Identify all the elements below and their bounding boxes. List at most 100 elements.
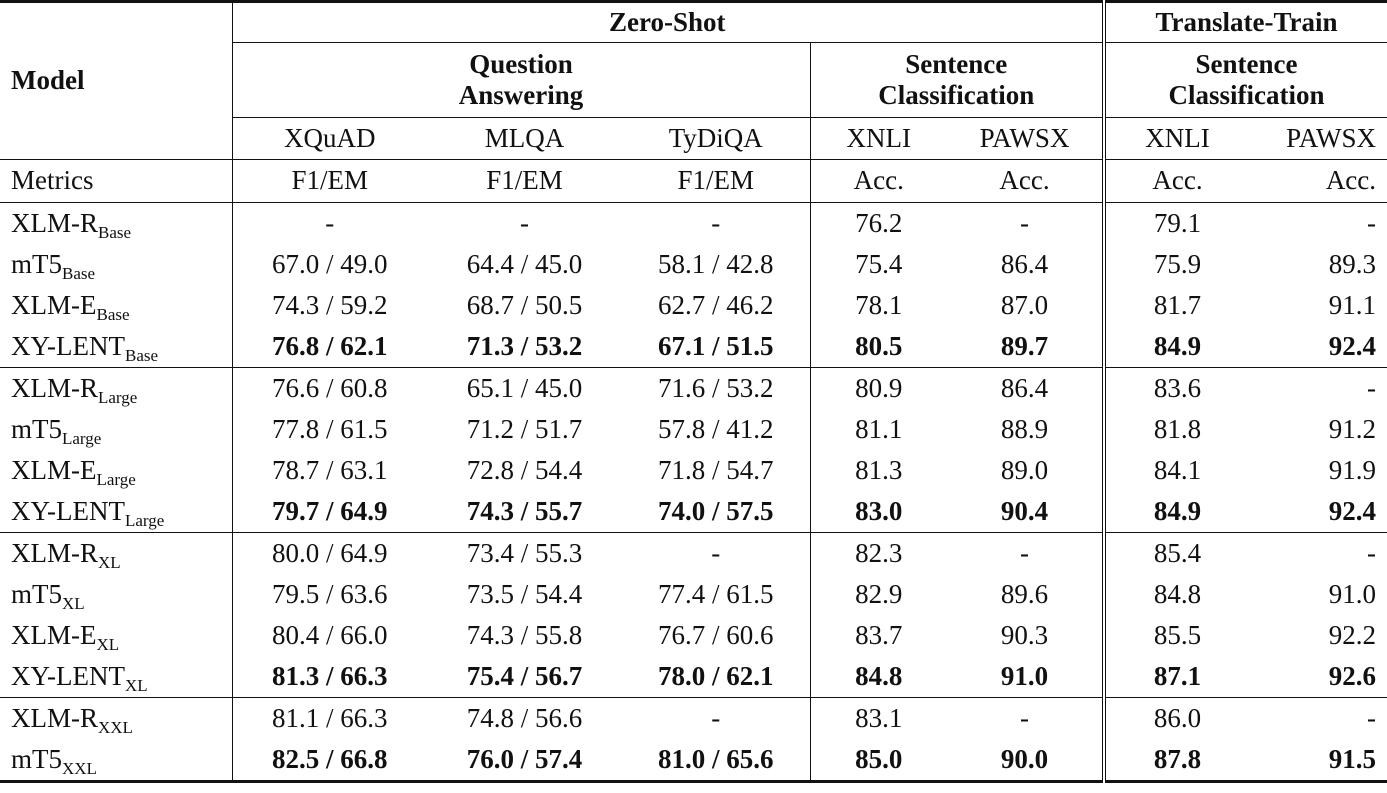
model-name: mT5Large bbox=[0, 409, 232, 450]
header-tt-sc-line2: Classification bbox=[1168, 80, 1325, 110]
cell-mlqa: 75.4 / 56.7 bbox=[466, 660, 583, 691]
model-size: Large bbox=[96, 469, 136, 489]
cell-tydiqa: 74.0 / 57.5 bbox=[657, 495, 774, 526]
cell-tydiqa: 81.0 / 65.6 bbox=[622, 739, 810, 783]
model-size: XL bbox=[62, 593, 85, 613]
cell-pawsx: - bbox=[947, 532, 1105, 574]
cell-pawsx: 90.4 bbox=[1000, 495, 1049, 526]
cell-tt-pawsx: - bbox=[1249, 202, 1387, 244]
model-name: XLM-RXL bbox=[0, 532, 232, 574]
cell-tt-pawsx: 92.6 bbox=[1328, 660, 1377, 691]
cell-tt-pawsx: 91.5 bbox=[1249, 739, 1387, 783]
model-base-name: mT5 bbox=[11, 578, 62, 609]
results-body: XLM-RBase - - -76.2-79.1- mT5Base 67.0 / 49.0… bbox=[0, 202, 1387, 783]
model-base-name: XLM-R bbox=[11, 702, 98, 733]
cell-tt-xnli: 81.7 bbox=[1102, 285, 1250, 326]
cell-xnli: 84.8 bbox=[809, 656, 947, 698]
cell-xquad: 76.8 / 62.1 bbox=[231, 326, 427, 368]
cell-pawsx: 91.0 bbox=[1000, 660, 1049, 691]
cell-pawsx: 89.0 bbox=[1000, 454, 1049, 485]
model-base-name: XLM-R bbox=[11, 372, 98, 403]
cell-tydiqa: 58.1 / 42.8 bbox=[657, 248, 774, 279]
cell-xquad: 81.3 / 66.3 bbox=[231, 656, 427, 698]
model-base-name: XY-LENT bbox=[11, 660, 125, 691]
table-row: XLM-RXXL 81.1 / 66.3 74.8 / 56.6-83.1-86.0… bbox=[0, 697, 1387, 739]
model-base-name: mT5 bbox=[11, 248, 62, 279]
cell-mlqa: 74.3 / 55.7 bbox=[466, 495, 583, 526]
cell-tt-pawsx: 89.3 bbox=[1328, 248, 1377, 279]
cell-tt-xnli: 87.1 bbox=[1102, 656, 1250, 698]
cell-xnli: 85.0 bbox=[809, 739, 947, 783]
header-qa-line2: Answering bbox=[458, 80, 584, 110]
cell-tt-xnli: 84.1 bbox=[1102, 450, 1250, 491]
cell-tydiqa: - bbox=[622, 202, 810, 244]
model-size: XXL bbox=[98, 717, 133, 737]
cell-tt-pawsx: 91.2 bbox=[1328, 413, 1377, 444]
model-name: mT5XXL bbox=[0, 739, 232, 783]
metric-tydiqa: F1/EM bbox=[622, 159, 810, 203]
header-sc-line2: Classification bbox=[878, 80, 1035, 110]
cell-pawsx: 90.3 bbox=[1000, 619, 1049, 650]
header-sc-line1: Sentence bbox=[905, 48, 1008, 79]
cell-xquad: 78.7 / 63.1 bbox=[231, 450, 427, 491]
table-row: XLM-EXL 80.4 / 66.0 74.3 / 55.8 76.7 / 60.6… bbox=[0, 615, 1387, 656]
metric-xnli: Acc. bbox=[809, 159, 947, 203]
cell-xquad: 76.6 / 60.8 bbox=[231, 367, 427, 409]
cell-xnli: 75.4 bbox=[809, 244, 947, 285]
cell-tydiqa: 76.7 / 60.6 bbox=[657, 619, 774, 650]
cell-xquad: 77.8 / 61.5 bbox=[231, 409, 427, 450]
cell-xnli: 83.7 bbox=[809, 615, 947, 656]
cell-xnli: 80.9 bbox=[809, 367, 947, 409]
model-size: Base bbox=[98, 222, 132, 242]
model-name: XLM-RBase bbox=[0, 202, 232, 244]
header-dataset-tt-pawsx: PAWSX bbox=[1286, 122, 1377, 153]
cell-pawsx: - bbox=[947, 202, 1105, 244]
model-name: XLM-EXL bbox=[0, 615, 232, 656]
model-name: XLM-ELarge bbox=[0, 450, 232, 491]
header-dataset-tydiqa: TyDiQA bbox=[668, 122, 763, 153]
cell-mlqa: 65.1 / 45.0 bbox=[427, 367, 622, 409]
table-row: XLM-EBase 74.3 / 59.2 68.7 / 50.5 62.7 / 46… bbox=[0, 285, 1387, 326]
cell-pawsx: 90.0 bbox=[947, 739, 1105, 783]
table-row: mT5Base 67.0 / 49.0 64.4 / 45.0 58.1 / 42.8… bbox=[0, 244, 1387, 285]
table-row: XLM-RXL 80.0 / 64.9 73.4 / 55.3-82.3-85.4- bbox=[0, 532, 1387, 574]
model-name: XLM-RLarge bbox=[0, 367, 232, 409]
model-name: mT5Base bbox=[0, 244, 232, 285]
cell-pawsx: 88.9 bbox=[1000, 413, 1049, 444]
cell-tt-xnli: 75.9 bbox=[1102, 244, 1250, 285]
model-size: Base bbox=[62, 263, 96, 283]
model-size: XL bbox=[98, 552, 121, 572]
cell-pawsx: 87.0 bbox=[1000, 289, 1049, 320]
metrics-label: Metrics bbox=[0, 159, 232, 203]
cell-tt-pawsx: 92.4 bbox=[1328, 330, 1377, 361]
header-zero-shot: Zero-Shot bbox=[231, 0, 1105, 43]
model-base-name: XLM-E bbox=[11, 289, 97, 320]
metric-xquad: F1/EM bbox=[231, 159, 427, 203]
model-base-name: XY-LENT bbox=[11, 495, 125, 526]
cell-mlqa: 74.3 / 55.8 bbox=[466, 619, 583, 650]
cell-tydiqa: 67.1 / 51.5 bbox=[657, 330, 774, 361]
header-tt-sentence-classification: Sentence Classification bbox=[1102, 42, 1387, 118]
model-size: XXL bbox=[62, 758, 97, 778]
header-dataset-xquad: XQuAD bbox=[231, 117, 427, 160]
header-dataset-tt-xnli: XNLI bbox=[1102, 117, 1250, 160]
header-translate-train: Translate-Train bbox=[1102, 0, 1387, 43]
cell-xquad: - bbox=[231, 202, 427, 244]
cell-xquad: 82.5 / 66.8 bbox=[231, 739, 427, 783]
cell-tydiqa: 71.8 / 54.7 bbox=[657, 454, 774, 485]
cell-tt-xnli: 83.6 bbox=[1102, 367, 1250, 409]
cell-mlqa: 73.5 / 54.4 bbox=[466, 578, 583, 609]
cell-xnli: 76.2 bbox=[809, 202, 947, 244]
model-size: XL bbox=[124, 675, 148, 695]
model-size: Base bbox=[124, 345, 159, 365]
cell-tydiqa: 71.6 / 53.2 bbox=[622, 367, 810, 409]
cell-xnli: 81.3 bbox=[809, 450, 947, 491]
model-base-name: mT5 bbox=[11, 413, 62, 444]
cell-mlqa: 71.2 / 51.7 bbox=[466, 413, 583, 444]
cell-tt-pawsx: 91.1 bbox=[1328, 289, 1377, 320]
cell-tydiqa: - bbox=[622, 532, 810, 574]
model-size: XL bbox=[96, 634, 120, 654]
cell-tydiqa: 62.7 / 46.2 bbox=[657, 289, 774, 320]
model-name: XLM-RXXL bbox=[0, 697, 232, 739]
metric-tt-pawsx: Acc. bbox=[1249, 159, 1387, 203]
